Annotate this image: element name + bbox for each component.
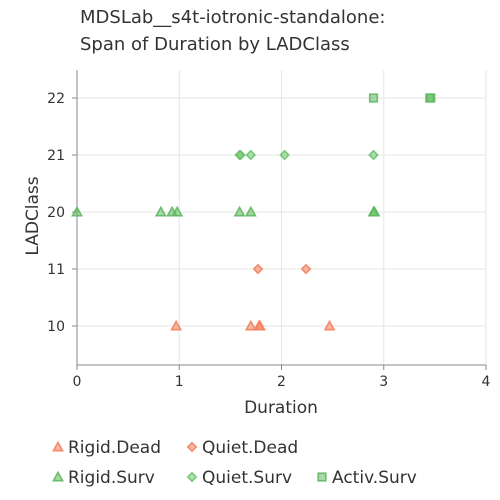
grid-lines	[76, 70, 487, 365]
data-point	[244, 205, 257, 217]
chart-title-line-2: Span of Duration by LADClass	[80, 34, 350, 55]
legend-marker	[317, 472, 327, 482]
legend-marker	[52, 440, 64, 452]
legend-label: Quiet.Dead	[202, 438, 298, 458]
data-point	[368, 205, 381, 217]
x-tick-label: 3	[379, 374, 388, 390]
data-point	[323, 319, 336, 331]
data-point	[300, 263, 312, 275]
legend-marker	[186, 441, 198, 453]
data-point	[170, 319, 183, 331]
y-tick-label: 11	[47, 262, 65, 278]
legend-label: Rigid.Dead	[68, 438, 161, 458]
chart-title-line-1: MDSLab__s4t-iotronic-standalone:	[80, 7, 386, 28]
y-tick-label: 20	[47, 205, 65, 221]
data-point	[254, 319, 266, 331]
data-point	[426, 93, 436, 103]
data-point	[252, 263, 264, 275]
data-point	[171, 205, 184, 217]
legend-label: Rigid.Surv	[68, 468, 155, 488]
x-tick-label: 2	[277, 374, 286, 390]
y-tick-label: 10	[47, 319, 65, 335]
x-tick-label: 1	[175, 374, 184, 390]
y-axis-title: LADClass	[23, 176, 43, 255]
legend-marker	[186, 471, 198, 483]
data-point	[245, 149, 257, 161]
data-point	[279, 149, 290, 161]
legend-label: Activ.Surv	[332, 468, 417, 488]
data-point	[368, 149, 379, 161]
data-point	[235, 149, 246, 161]
y-tick-label: 21	[47, 148, 65, 164]
legend: Rigid.Dead Quiet.Dead Rigid.Surv Quiet.Surv…	[52, 438, 417, 488]
data-point	[71, 205, 83, 217]
data-points	[71, 93, 436, 331]
legend-label: Quiet.Surv	[202, 468, 292, 488]
x-tick-label: 4	[482, 374, 491, 390]
data-point	[244, 319, 257, 331]
data-point	[233, 205, 246, 217]
x-axis-title: Duration	[244, 398, 318, 418]
data-point	[368, 93, 379, 103]
x-tick-label: 0	[73, 374, 82, 390]
data-point	[154, 205, 167, 217]
y-tick-label: 22	[47, 91, 65, 107]
axes: 0 1 2 3 4 10 11 20 21 22	[47, 70, 491, 390]
legend-marker	[52, 470, 64, 482]
